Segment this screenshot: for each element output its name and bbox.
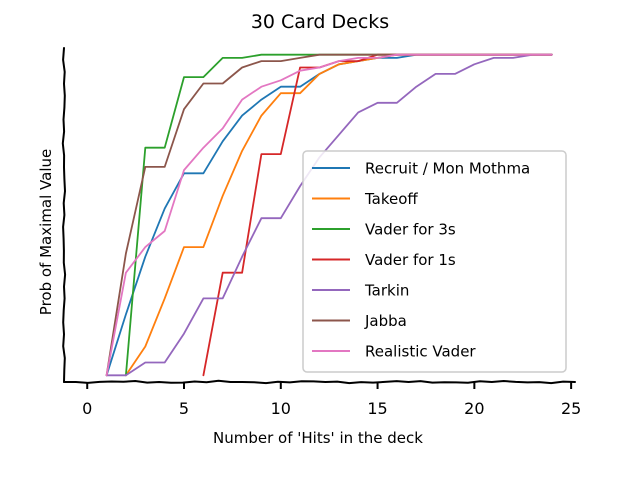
x-axis-line	[63, 379, 576, 385]
x-tick-label: 0	[82, 399, 92, 418]
x-tick-label: 5	[179, 399, 189, 418]
legend-label: Vader for 1s	[365, 251, 456, 269]
legend-label: Vader for 3s	[365, 221, 456, 239]
legend-box	[302, 150, 567, 373]
chart-title: 30 Card Decks	[251, 11, 389, 33]
x-tick-label: 10	[271, 399, 291, 418]
series-line-tarkin	[105, 53, 553, 377]
y-axis-label: Prob of Maximal Value	[37, 149, 55, 315]
x-tick-label: 20	[464, 399, 484, 418]
x-tick-label: 15	[367, 399, 387, 418]
legend-label: Recruit / Mon Mothma	[365, 160, 530, 178]
x-axis-label: Number of 'Hits' in the deck	[213, 429, 423, 447]
series-line-realistic-vader	[105, 53, 553, 377]
y-axis-line	[61, 47, 67, 383]
series-lines	[105, 53, 553, 377]
legend-label: Tarkin	[364, 282, 409, 300]
legend: Recruit / Mon Mothma Takeoff Vader for 3s V…	[302, 150, 567, 373]
legend-label: Jabba	[364, 312, 407, 330]
x-tick-label: 25	[561, 399, 581, 418]
axes: 0 5 10 15 20 25	[61, 47, 581, 418]
legend-label: Takeoff	[364, 190, 418, 208]
legend-label: Realistic Vader	[365, 343, 476, 361]
